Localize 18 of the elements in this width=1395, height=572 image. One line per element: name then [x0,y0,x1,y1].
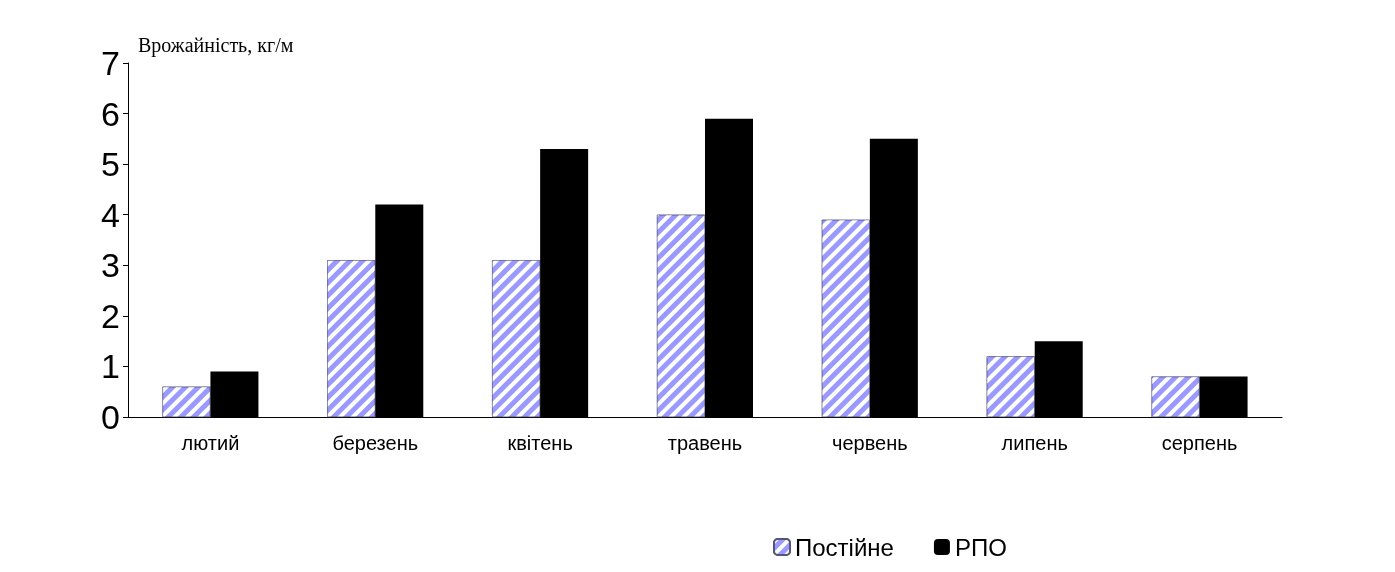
y-tick-label: 3 [101,246,120,285]
y-tick-label: 6 [101,94,120,133]
x-tick-label: квітень [507,432,573,454]
y-tick-label: 5 [101,145,120,184]
x-tick-label: липень [1001,432,1068,454]
x-tick-label: серпень [1161,432,1238,454]
y-tick-label: 0 [101,398,120,436]
x-tick-label: травень [667,432,743,454]
x-tick-label: червень [832,432,908,454]
x-tick-label: лютий [181,432,240,454]
y-axis-title: Врожайність, кг/м [138,34,294,57]
y-tick-label: 7 [101,44,120,82]
legend-label: Постійне [795,533,894,561]
y-tick-label: 2 [101,296,120,335]
y-tick-label: 1 [101,347,120,386]
legend-label: РПО [954,533,1007,561]
x-tick-label: березень [332,432,419,454]
y-tick-label: 4 [101,195,120,234]
